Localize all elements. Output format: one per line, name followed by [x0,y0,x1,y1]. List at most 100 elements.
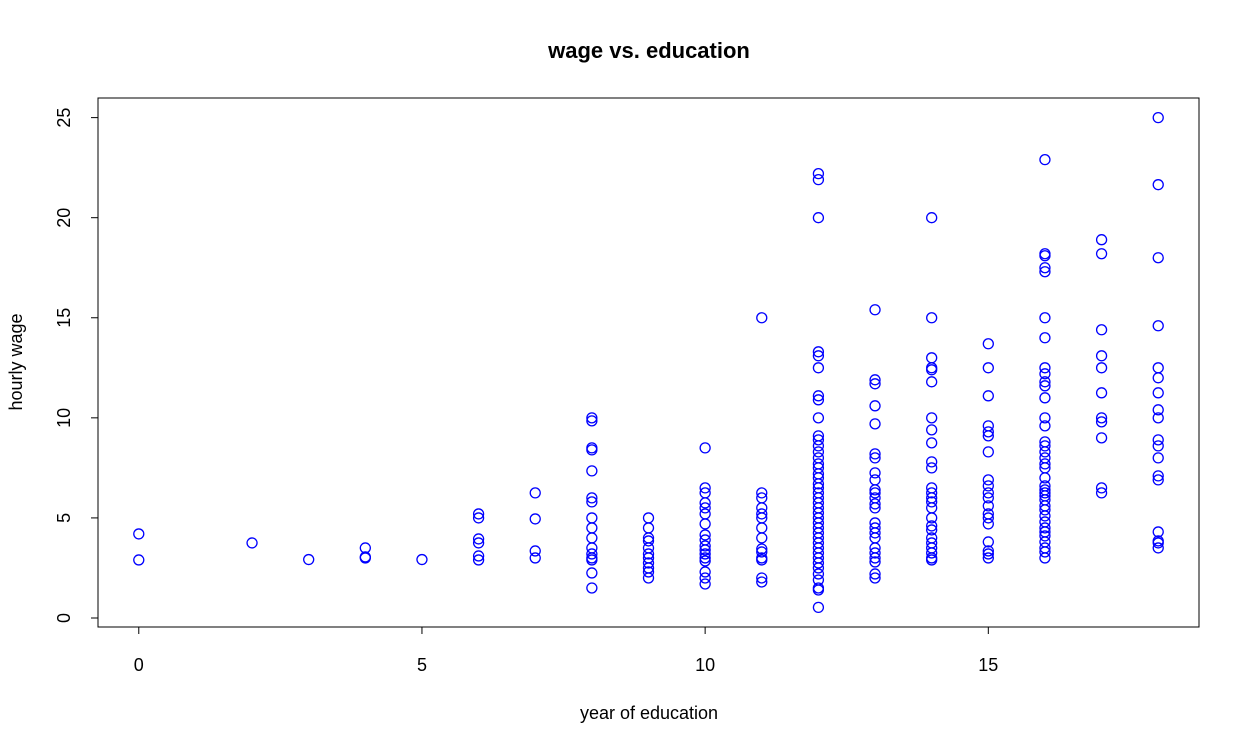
point [1039,262,1051,274]
point [1039,266,1051,278]
point [869,498,881,510]
point [1039,440,1051,452]
point [472,533,485,545]
point [926,554,938,566]
point [642,572,655,584]
point [1039,530,1051,542]
point [869,572,881,584]
point [642,548,655,560]
point [869,378,881,390]
x-axis-label: year of education [580,703,718,723]
point [1095,362,1108,374]
point [756,554,768,566]
point [982,548,994,560]
point [1039,516,1051,528]
point [926,312,938,324]
point [982,446,994,458]
point [1039,376,1051,388]
point [869,448,881,460]
point [982,390,994,402]
point [926,456,938,468]
point [869,568,881,580]
point [926,547,938,559]
point [982,430,994,442]
point [1095,248,1108,260]
point [586,512,598,524]
point [586,492,598,504]
point [812,212,825,224]
point [926,524,938,536]
point [1039,312,1051,324]
point [1152,434,1164,446]
point [1095,387,1108,399]
point [756,543,768,555]
point [699,508,711,520]
point [1152,474,1164,486]
point [303,553,315,566]
point [926,376,938,388]
point [756,487,768,499]
point [586,554,598,566]
point [869,547,881,559]
point [699,529,711,541]
point [812,174,825,186]
point [1152,372,1164,384]
point [926,512,938,524]
x-tick-label: 0 [134,655,144,675]
point [926,437,938,449]
point [812,452,825,464]
point [1152,542,1164,554]
point [699,482,711,494]
point [699,555,711,567]
point [982,338,994,350]
point [926,502,938,514]
point [1039,472,1051,484]
point [1095,482,1108,494]
point [642,542,655,554]
point [869,556,881,568]
point [699,572,711,584]
point [1039,412,1051,424]
point [982,362,994,374]
point [756,576,768,588]
y-tick-label: 15 [54,308,74,328]
point [699,497,711,509]
point [982,552,994,564]
point [926,352,938,364]
point [869,487,881,499]
point [1039,446,1051,458]
point [246,537,258,549]
point [1152,362,1164,374]
point [1152,252,1164,264]
point [1039,487,1051,499]
point [699,544,711,556]
point [869,474,881,486]
point [1095,412,1108,424]
point [1152,526,1164,538]
point [472,537,485,549]
x-tick-label: 5 [417,655,427,675]
point [586,412,598,424]
point [586,522,598,534]
point [812,394,825,406]
point [642,522,655,534]
point [1039,332,1051,344]
point [699,566,711,578]
point [926,487,938,499]
point [926,412,938,424]
point [812,346,825,358]
point [1152,111,1164,124]
point [1152,404,1164,416]
point [1152,320,1164,332]
point [1039,504,1051,516]
point [1039,536,1051,548]
point [812,568,825,580]
point [812,412,825,424]
point [812,562,825,574]
point [926,462,938,474]
point [1095,416,1108,428]
point [812,434,825,446]
point [982,518,994,530]
point [699,518,711,530]
